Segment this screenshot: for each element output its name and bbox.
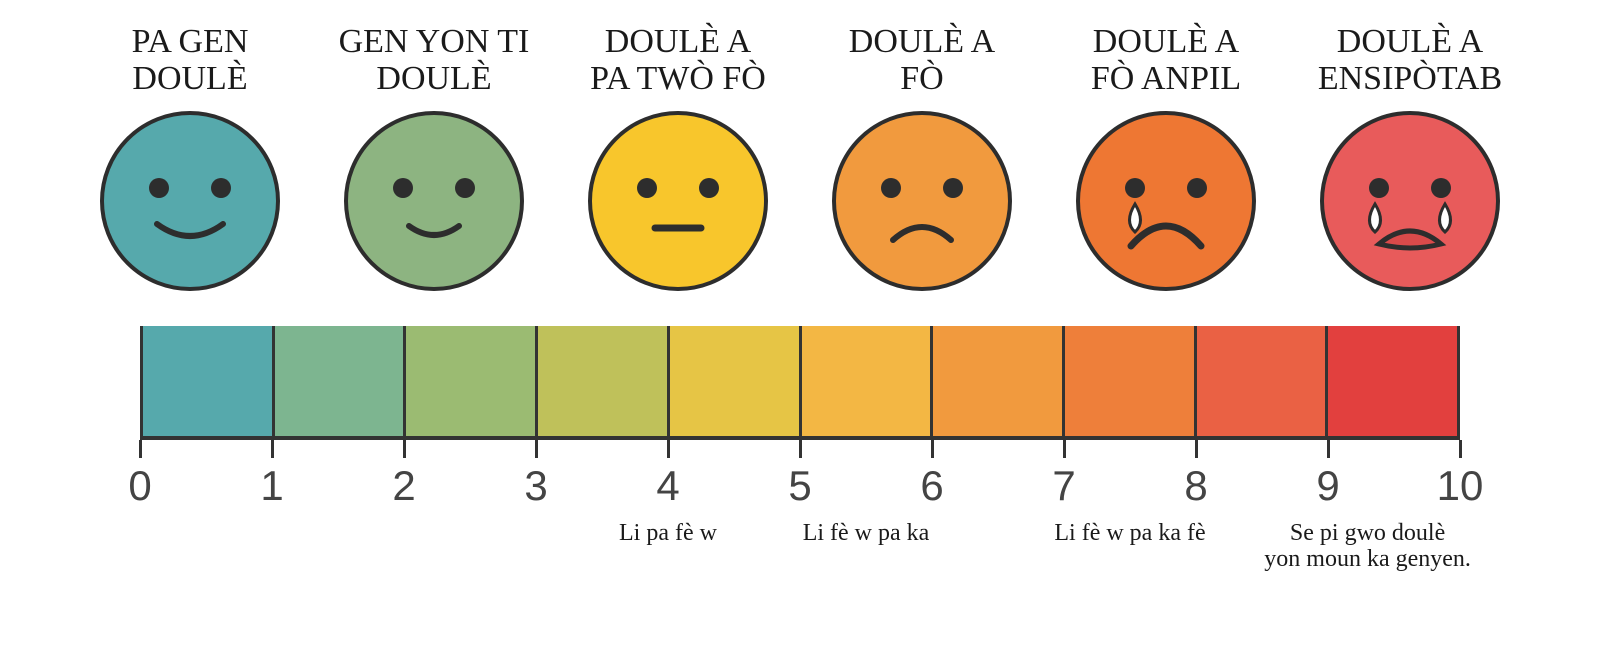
description-0: Li pa fè w — [619, 520, 717, 546]
face-1: GEN YON TI DOULÈ — [314, 20, 554, 296]
scale-number: 8 — [1184, 462, 1207, 510]
scale-cell-9 — [1325, 326, 1460, 436]
scale-cell-4 — [667, 326, 799, 436]
faces-row: PA GEN DOULÈ GEN YON TI DOULÈ DOULÈ A PA T… — [0, 0, 1600, 296]
face-4: DOULÈ A FÒ ANPIL — [1046, 20, 1286, 296]
face-label: PA GEN DOULÈ — [132, 20, 249, 100]
scale-number: 9 — [1316, 462, 1339, 510]
descriptions-row: Li pa fè w Li fè w pa ka Li fè w pa ka fè S… — [0, 520, 1600, 570]
face-icon — [339, 106, 529, 296]
description-2: Li fè w pa ka fè — [1054, 520, 1205, 546]
scale-bar — [140, 326, 1460, 440]
scale-cell-1 — [272, 326, 404, 436]
tick — [271, 440, 274, 458]
face-label: DOULÈ A PA TWÒ FÒ — [590, 20, 766, 100]
scale-number: 0 — [128, 462, 151, 510]
face-icon — [583, 106, 773, 296]
scale-cell-2 — [403, 326, 535, 436]
scale-cell-8 — [1194, 326, 1326, 436]
face-label: DOULÈ A FÒ — [849, 20, 995, 100]
scale-number: 2 — [392, 462, 415, 510]
scale-number: 3 — [524, 462, 547, 510]
tick — [799, 440, 802, 458]
scale-number: 4 — [656, 462, 679, 510]
tick — [1063, 440, 1066, 458]
face-label: GEN YON TI DOULÈ — [339, 20, 530, 100]
scale-number: 10 — [1437, 462, 1484, 510]
tick — [139, 440, 142, 458]
face-label: DOULÈ A ENSIPÒTAB — [1318, 20, 1502, 100]
scale-number: 6 — [920, 462, 943, 510]
face-5: DOULÈ A ENSIPÒTAB — [1290, 20, 1530, 296]
pain-scale: 0 1 2 3 4 5 6 7 8 9 10 — [0, 296, 1600, 512]
scale-numbers: 012345678910 — [140, 462, 1460, 512]
tick — [1327, 440, 1330, 458]
description-3: Se pi gwo doulè yon moun ka genyen. — [1264, 520, 1471, 573]
tick — [931, 440, 934, 458]
scale-number: 1 — [260, 462, 283, 510]
tick — [667, 440, 670, 458]
face-0: PA GEN DOULÈ — [70, 20, 310, 296]
scale-cell-5 — [799, 326, 931, 436]
scale-ticks — [140, 440, 1460, 458]
scale-cell-3 — [535, 326, 667, 436]
tick — [1195, 440, 1198, 458]
tick — [1459, 440, 1462, 458]
scale-cell-7 — [1062, 326, 1194, 436]
face-icon — [95, 106, 285, 296]
face-icon — [827, 106, 1017, 296]
description-1: Li fè w pa ka — [803, 520, 930, 546]
face-icon — [1071, 106, 1261, 296]
tick — [535, 440, 538, 458]
scale-cell-0 — [140, 326, 272, 436]
face-icon — [1315, 106, 1505, 296]
scale-number: 7 — [1052, 462, 1075, 510]
scale-cell-6 — [930, 326, 1062, 436]
face-label: DOULÈ A FÒ ANPIL — [1091, 20, 1241, 100]
face-3: DOULÈ A FÒ — [802, 20, 1042, 296]
face-2: DOULÈ A PA TWÒ FÒ — [558, 20, 798, 296]
tick — [403, 440, 406, 458]
scale-number: 5 — [788, 462, 811, 510]
